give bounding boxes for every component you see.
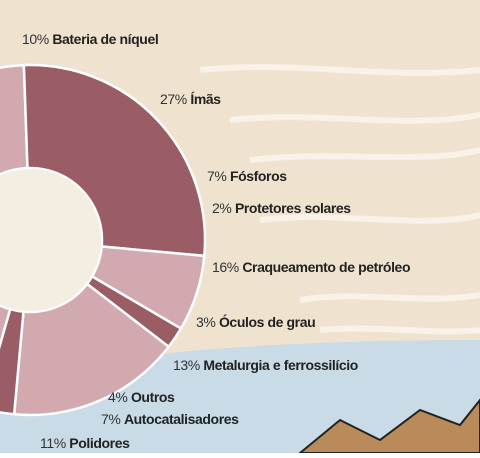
label-percent: 11%: [40, 435, 66, 451]
label-name: Ímãs: [190, 91, 221, 107]
label-percent: 27%: [160, 91, 187, 107]
label-name: Fósforos: [230, 168, 287, 184]
data-label: 16% Craqueamento de petróleo: [212, 259, 410, 275]
label-name: Polidores: [69, 435, 130, 451]
label-name: Bateria de níquel: [52, 31, 158, 47]
label-name: Metalurgia e ferrossilício: [203, 357, 358, 373]
label-percent: 10%: [22, 31, 49, 47]
label-percent: 16%: [212, 259, 239, 275]
data-label: 7% Autocatalisadores: [101, 411, 239, 427]
label-name: Outros: [131, 389, 175, 405]
label-percent: 7%: [207, 168, 226, 184]
label-name: Craqueamento de petróleo: [242, 259, 410, 275]
label-percent: 13%: [173, 357, 200, 373]
data-label: 10% Bateria de níquel: [22, 31, 158, 47]
label-percent: 2%: [212, 200, 231, 216]
label-percent: 4%: [108, 389, 127, 405]
data-label: 27% Ímãs: [160, 91, 221, 107]
data-label: 4% Outros: [108, 389, 175, 405]
chart: 10% Bateria de níquel 27% Ímãs 7% Fósforos…: [0, 0, 480, 453]
label-name: Óculos de grau: [219, 313, 315, 330]
data-label: 13% Metalurgia e ferrossilício: [173, 357, 358, 373]
label-name: Protetores solares: [235, 200, 351, 216]
label-percent: 7%: [101, 411, 120, 427]
data-label: 11% Polidores: [40, 435, 130, 451]
data-label: 3% Óculos de grau: [196, 313, 315, 330]
label-name: Autocatalisadores: [124, 411, 239, 427]
label-percent: 3%: [196, 314, 215, 330]
data-label: 2% Protetores solares: [212, 200, 351, 216]
data-label: 7% Fósforos: [207, 168, 287, 184]
